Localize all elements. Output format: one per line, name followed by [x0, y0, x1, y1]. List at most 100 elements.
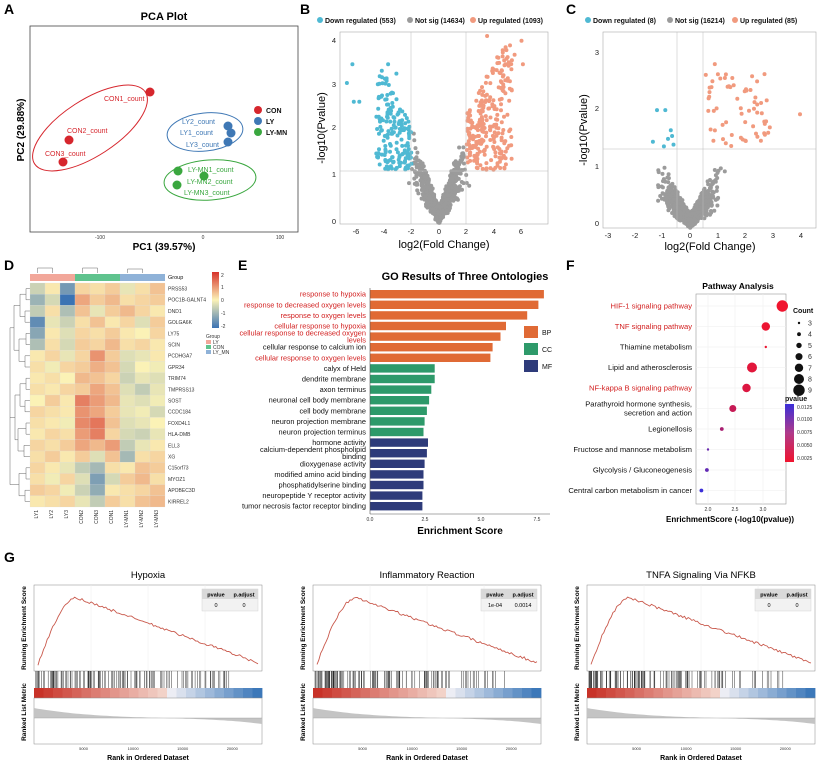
volcano-point [750, 74, 755, 79]
go-term-label: tumor necrosis factor receptor binding [242, 502, 366, 511]
volcano-point [484, 166, 489, 171]
heatmap-cell [29, 394, 46, 407]
go-bar [370, 396, 430, 405]
legend-ns: Not sig (16214) [675, 18, 725, 25]
heatmap-cell [29, 383, 46, 396]
volcano-point [461, 145, 466, 150]
legend-marker-up [732, 17, 738, 23]
xtick: -1 [659, 231, 666, 240]
volcano-point [505, 55, 510, 60]
pathway-dot [742, 383, 751, 393]
heatmap-cell [149, 450, 166, 463]
volcano-point [666, 180, 671, 185]
volcano-point [509, 62, 514, 67]
volcano-point [509, 58, 514, 63]
volcano-point [715, 196, 720, 201]
volcano-point [452, 184, 457, 188]
go-bar [370, 364, 435, 373]
heatmap-cell [119, 394, 136, 407]
heatmap-cell [119, 484, 136, 496]
pca-point [58, 157, 68, 167]
volcano-point [467, 151, 472, 156]
volcano-point [707, 186, 712, 191]
gsea-hits [314, 671, 505, 688]
heatmap-cell [59, 338, 76, 351]
heatmap-cell [119, 350, 136, 362]
volcano-point [389, 131, 394, 136]
volcano-point [394, 97, 399, 102]
xtick: 2.5 [422, 517, 429, 523]
pathway-dot [764, 345, 767, 349]
volcano-point [477, 120, 482, 125]
pvalue-legend-title: pvalue [785, 396, 807, 403]
volcano-point [725, 84, 730, 89]
volcano-point [713, 178, 718, 183]
heatmap-cell [29, 462, 46, 474]
volcano-point [493, 165, 498, 170]
group-legend-swatch [206, 350, 211, 354]
legend-ns: Not sig (14634) [415, 18, 465, 25]
xtick: 4 [799, 231, 803, 240]
xtick: 5.0 [478, 517, 485, 523]
go-legend: BP CC MF [524, 326, 552, 372]
volcano-point [398, 107, 402, 112]
heatmap-cell [134, 495, 151, 508]
volcano-point [350, 62, 355, 67]
go-bar [370, 374, 435, 384]
volcano-point [383, 166, 388, 171]
volcano-point [424, 170, 429, 175]
volcano-point [480, 85, 484, 90]
heatmap-gene-label: CCDC184 [168, 410, 191, 416]
volcano-point [798, 112, 802, 117]
volcano-point [752, 100, 757, 105]
heatmap-gene-label: MYOZ1 [168, 477, 185, 483]
heatmap-cell [89, 282, 106, 295]
volcano-point [495, 112, 500, 117]
volcano-point [396, 111, 401, 116]
pathway-title: Pathway Analysis [702, 281, 774, 291]
pv-tick: 0.0100 [797, 417, 813, 423]
xtick: -2 [632, 231, 639, 240]
gsea-metric-panel [586, 697, 816, 745]
heatmap-cell [149, 327, 166, 340]
volcano-point [656, 198, 661, 203]
volcano-point [384, 77, 389, 82]
heatmap-gene-label: GPR34 [168, 365, 185, 371]
gsea-xtick: 15000 [456, 746, 468, 751]
count-legend-title: Count [793, 308, 814, 315]
volcano-point [487, 106, 492, 111]
volcano-b-yticks: 0 1 2 3 4 [332, 36, 336, 226]
heatmap-cell [134, 417, 151, 429]
volcano-point [673, 211, 678, 216]
gsea-rank-strip [34, 688, 263, 698]
volcano-point [421, 180, 426, 185]
heatmap-cell [29, 450, 46, 463]
gsea-xtick: 5000 [79, 746, 89, 751]
volcano-point [427, 185, 432, 190]
volcano-point [413, 146, 418, 151]
volcano-point [724, 120, 729, 125]
legend-marker-ns [667, 17, 673, 23]
volcano-point [481, 129, 486, 134]
gsea-padjust: 0 [795, 603, 798, 609]
volcano-point [488, 166, 493, 171]
heatmap-cell [119, 428, 136, 440]
count-legend-label: 3 [808, 321, 812, 328]
heatmap-cell [119, 417, 136, 429]
gsea-xtick: 15000 [177, 746, 189, 751]
go-bar [370, 343, 493, 352]
ytick: 0 [332, 217, 336, 226]
heatmap-cell [149, 484, 166, 496]
heatmap-cell [134, 473, 151, 485]
go-bar [370, 491, 423, 500]
go-term-label: cellular response to decreased oxygen [239, 329, 366, 338]
ytick: 1 [595, 162, 599, 171]
volcano-point [503, 162, 508, 167]
heatmap-cell [119, 294, 136, 306]
heatmap-cell [149, 338, 166, 351]
volcano-point [389, 108, 394, 113]
volcano-point [377, 147, 381, 152]
gsea-xtick: 20000 [780, 746, 792, 751]
heatmap-cell [119, 383, 136, 396]
volcano-point [399, 123, 404, 128]
